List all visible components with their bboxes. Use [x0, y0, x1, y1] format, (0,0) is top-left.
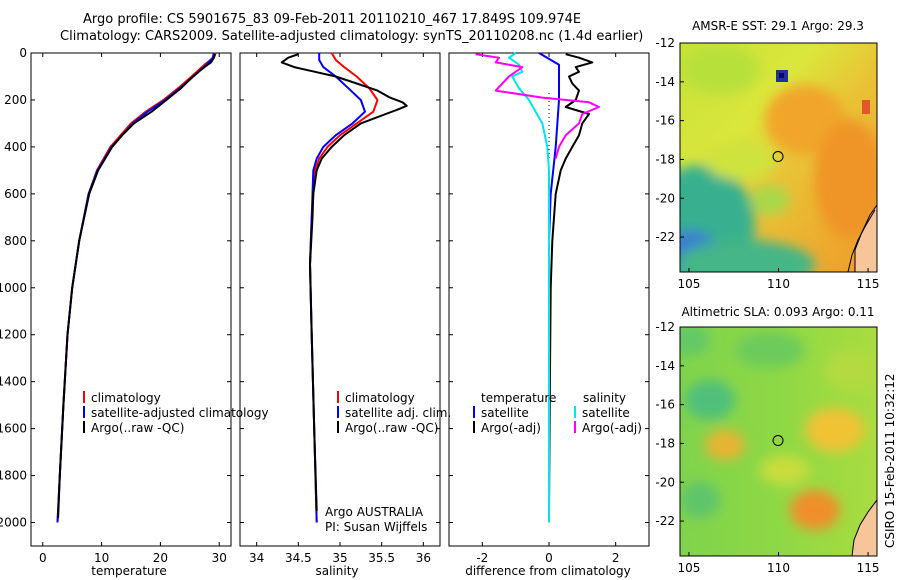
- salinity-xtick-label: 35: [332, 551, 347, 565]
- sst-map-ytick-label: -12: [655, 36, 675, 50]
- temperature-axis-label: temperature: [91, 564, 166, 578]
- sst-map-ytick-label: -18: [655, 152, 675, 166]
- sst-cold-spot-center: [779, 73, 784, 78]
- map-axes: 105 110 115 -12 -14 -16 -18 -20 -22 105 110 115 -12 -…: [655, 36, 879, 575]
- legend-header-temperature: temperature: [481, 391, 556, 405]
- sla-map-ytick-label: -20: [655, 475, 675, 489]
- salinity-xtick-label: 34: [249, 551, 264, 565]
- temperature-ytick-label: 800: [4, 234, 27, 248]
- difference-series-salinity-argo-adj: [475, 53, 600, 159]
- sst-map-title: AMSR-E SST: 29.1 Argo: 29.3: [692, 19, 864, 33]
- salinity-annotation-line2: PI: Susan Wijffels: [325, 520, 427, 534]
- salinity-legend: climatology satellite adj. clim. Argo(..…: [325, 391, 451, 534]
- salinity-series-climatology: [309, 52, 379, 523]
- sst-map-ytick-label: -20: [655, 191, 675, 205]
- sst-map-xtick-label: 115: [857, 277, 880, 291]
- sla-map-xtick-label: 105: [678, 561, 701, 575]
- legend-label-temp-argo: Argo(-adj): [481, 421, 541, 435]
- salinity-plot: 34 34.5 35 35.5 36: [240, 52, 440, 565]
- figure-title-line2: Climatology: CARS2009. Satellite-adjuste…: [60, 29, 644, 44]
- difference-series-temperature-argo-adj: [548, 53, 594, 511]
- temperature-ytick-label: 1800: [0, 469, 27, 483]
- temperature-ytick-label: 1600: [0, 422, 27, 436]
- temperature-ytick-label: 400: [4, 140, 27, 154]
- sla-map-xtick-label: 115: [857, 561, 880, 575]
- difference-plot: -2 0 2: [449, 52, 649, 565]
- sla-map-field: [680, 327, 875, 530]
- temperature-ytick-label: 2000: [0, 516, 27, 530]
- sst-map-xtick-label: 110: [767, 277, 790, 291]
- salinity-series-argo-raw-qc: [280, 53, 408, 511]
- legend-label-satellite: satellite-adjusted climatology: [91, 406, 269, 420]
- legend-label-sal-argo: Argo(-adj): [582, 421, 642, 435]
- sst-map-xtick-label: 105: [678, 277, 701, 291]
- salinity-axes-frame: [239, 52, 441, 547]
- sst-warm-spot: [862, 100, 870, 114]
- difference-xtick-label: 2: [612, 551, 620, 565]
- temperature-ytick-label: 1400: [0, 375, 27, 389]
- sla-map-title: Altimetric SLA: 0.093 Argo: 0.11: [681, 305, 874, 319]
- sla-land: [851, 499, 877, 556]
- sla-map-ytick-label: -14: [655, 359, 675, 373]
- sst-map-ytick-label: -16: [655, 114, 675, 128]
- temperature-ytick-label: 1000: [0, 281, 27, 295]
- sst-map: [679, 42, 878, 273]
- legend-label-climatology: climatology: [91, 391, 161, 405]
- legend-label-climatology: climatology: [345, 391, 415, 405]
- sla-map: [679, 326, 878, 557]
- temperature-series-argo-raw-qc: [57, 53, 217, 518]
- legend-label-argo: Argo(..raw -QC): [345, 421, 438, 435]
- temperature-ytick-label: 0: [19, 46, 27, 60]
- legend-label-argo: Argo(..raw -QC): [91, 421, 184, 435]
- temperature-ytick-label: 600: [4, 187, 27, 201]
- difference-xtick-label: -2: [476, 551, 488, 565]
- salinity-xtick-label: 36: [416, 551, 431, 565]
- temperature-xtick-label: 20: [153, 551, 168, 565]
- sla-map-argo-location-marker: [772, 435, 784, 447]
- sst-map-field: [680, 45, 877, 272]
- sst-map-ytick-label: -22: [655, 230, 675, 244]
- difference-axis-label: difference from climatology: [465, 564, 631, 578]
- salinity-xtick-label: 35.5: [368, 551, 395, 565]
- legend-label-sal-satellite: satellite: [582, 406, 630, 420]
- temperature-series-climatology: [56, 52, 217, 523]
- figure-title-line1: Argo profile: CS 5901675_83 09-Feb-2011 …: [83, 12, 582, 27]
- temperature-axes-frame: [30, 52, 232, 547]
- salinity-annotation-line1: Argo AUSTRALIA: [325, 505, 424, 519]
- sla-map-ytick-label: -16: [655, 398, 675, 412]
- legend-label-temp-satellite: satellite: [481, 406, 529, 420]
- sst-map-argo-location-marker: [772, 151, 784, 163]
- footer-timestamp: CSIRO 15-Feb-2011 10:32:12: [883, 373, 897, 548]
- difference-xtick-label: 0: [545, 551, 553, 565]
- sst-map-ytick-label: -14: [655, 75, 675, 89]
- temperature-xtick-label: 0: [39, 551, 47, 565]
- sst-land: [854, 204, 877, 272]
- salinity-xtick-label: 34.5: [285, 551, 312, 565]
- temperature-xtick-label: 10: [94, 551, 109, 565]
- sla-map-ytick-label: -18: [655, 436, 675, 450]
- salinity-axis-label: salinity: [315, 564, 358, 578]
- difference-legend: temperature salinity satellite Argo(-adj…: [473, 391, 642, 435]
- legend-header-salinity: salinity: [583, 391, 626, 405]
- legend-label-satellite: satellite adj. clim.: [345, 406, 451, 420]
- temperature-ytick-label: 1200: [0, 328, 27, 342]
- sst-land-edge: [847, 209, 876, 272]
- sla-map-ytick-label: -12: [655, 320, 675, 334]
- temperature-legend: climatology satellite-adjusted climatolo…: [83, 391, 269, 435]
- temperature-xtick-label: 30: [212, 551, 227, 565]
- temperature-ytick-label: 200: [4, 93, 27, 107]
- sla-map-xtick-label: 110: [767, 561, 790, 575]
- difference-series-salinity-satellite: [508, 52, 550, 523]
- temperature-series-satellite-adjusted-climatology: [56, 52, 215, 523]
- sla-map-ytick-label: -22: [655, 514, 675, 528]
- temperature-plot: 0 10 20 30 0 200 400 600 800 1000 1200 1400 1600 1800…: [0, 46, 231, 565]
